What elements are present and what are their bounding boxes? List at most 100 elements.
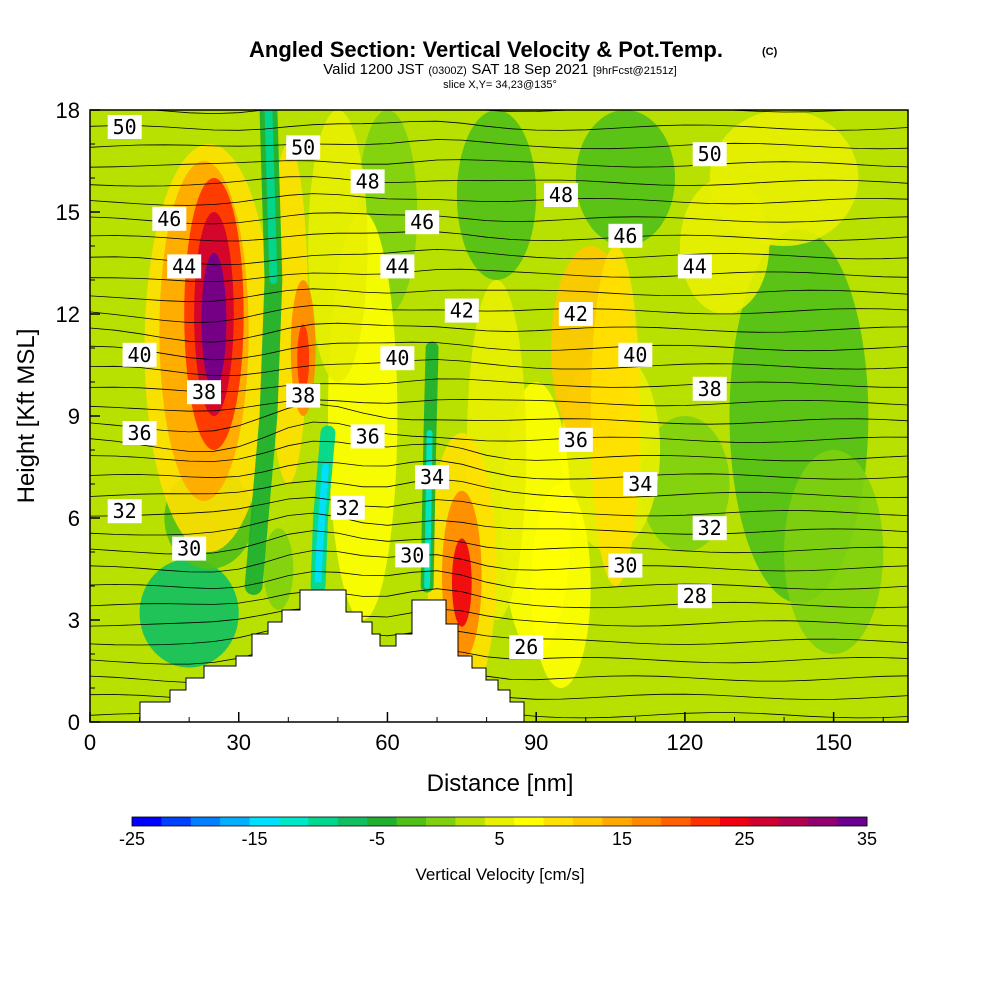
contour-label: 48 xyxy=(350,169,385,194)
velocity-region xyxy=(451,538,472,627)
colorbar-tick-label: 35 xyxy=(857,829,877,849)
velocity-region xyxy=(575,110,675,246)
contour-label: 30 xyxy=(395,543,430,568)
colorbar-frame xyxy=(131,816,868,827)
subtitle-zulu: (0300Z) xyxy=(428,65,467,77)
contour-label-text: 36 xyxy=(128,421,152,445)
contour-label-text: 46 xyxy=(613,224,637,248)
contour-label-text: 40 xyxy=(623,343,647,367)
contour-label: 48 xyxy=(543,183,578,207)
velocity-column xyxy=(314,463,329,583)
colorbar-tick-label: 5 xyxy=(494,829,504,849)
contour-label: 36 xyxy=(558,427,593,452)
contour-label-text: 30 xyxy=(613,554,637,578)
velocity-region xyxy=(456,110,537,280)
isentrope-line xyxy=(90,640,908,665)
contour-label-text: 32 xyxy=(113,499,137,523)
contour-label-text: 38 xyxy=(291,384,315,408)
isentrope-line xyxy=(90,623,908,646)
x-tick-label: 60 xyxy=(375,730,399,755)
contour-label-text: 38 xyxy=(192,380,216,404)
contour-label: 46 xyxy=(152,206,187,231)
velocity-region xyxy=(531,484,591,688)
colorbar-swatch xyxy=(396,817,427,826)
isentrope-line xyxy=(90,212,908,225)
contour-labels: 26 28 30 30 30 32 32 32 34 34 36 36 36 38 38 38 40 40 40 42… xyxy=(107,115,727,660)
colorbar-tick-label: -15 xyxy=(241,829,267,849)
isentrope-line xyxy=(90,288,908,303)
chart-title-suffix: (C) xyxy=(762,46,778,58)
colorbar-swatch xyxy=(837,817,868,826)
y-tick-label: 6 xyxy=(68,506,80,531)
colorbar-tick-label: 15 xyxy=(612,829,632,849)
colorbar-title: Vertical Velocity [cm/s] xyxy=(415,865,584,884)
contour-label-text: 44 xyxy=(683,254,707,278)
y-tick-label: 0 xyxy=(68,710,80,735)
contour-label-text: 40 xyxy=(385,346,409,370)
contour-label: 42 xyxy=(558,302,593,326)
contour-label-text: 42 xyxy=(450,299,474,323)
contour-label-text: 42 xyxy=(564,302,588,326)
contour-label: 30 xyxy=(608,553,643,578)
isentrope-line xyxy=(90,120,908,131)
contour-label-text: 46 xyxy=(410,210,434,234)
isentrope-line xyxy=(90,248,908,266)
contour-label: 38 xyxy=(187,380,222,405)
colorbar-swatch xyxy=(161,817,192,826)
isentrope-line xyxy=(90,588,908,609)
contour-label-text: 32 xyxy=(336,496,360,520)
colorbar-swatch xyxy=(220,817,251,826)
isentrope-line xyxy=(90,570,908,590)
x-tick-label: 30 xyxy=(226,730,250,755)
velocity-region xyxy=(139,558,239,668)
isentrope-line xyxy=(90,550,908,573)
x-tick-label: 0 xyxy=(84,730,96,755)
contour-label: 40 xyxy=(380,346,415,371)
colorbar-swatch xyxy=(690,817,721,826)
subtitle-forecast: [9hrFcst@2151z] xyxy=(593,65,677,77)
y-tick-label: 15 xyxy=(56,200,80,225)
colorbar-swatch xyxy=(661,817,692,826)
colorbar-swatch xyxy=(367,817,398,826)
contour-label-text: 50 xyxy=(113,115,137,139)
isentrope-line xyxy=(90,139,908,150)
contour-label-text: 50 xyxy=(698,142,722,166)
isentrope-line xyxy=(90,378,908,393)
y-axis: 0 3 6 9 12 15 18 xyxy=(56,98,100,735)
velocity-region xyxy=(784,450,884,654)
colorbar-swatch xyxy=(602,817,633,826)
contour-label: 40 xyxy=(618,342,653,367)
y-tick-label: 9 xyxy=(68,404,80,429)
subtitle-date: SAT 18 Sep 2021 xyxy=(471,61,588,78)
y-tick-label: 12 xyxy=(56,302,80,327)
contour-label-text: 28 xyxy=(683,584,707,608)
isentrope-line xyxy=(90,496,908,517)
isentrope-line xyxy=(148,110,856,115)
isentrope-line xyxy=(90,478,908,499)
contour-label-text: 48 xyxy=(356,169,380,193)
isentrope-line xyxy=(90,459,908,480)
isentrope-line xyxy=(90,440,908,462)
isentrope-line xyxy=(90,607,908,627)
isentrope-line xyxy=(90,398,908,412)
colorbar-tick-label: -5 xyxy=(369,829,385,849)
colorbar-tick-label: 25 xyxy=(734,829,754,849)
contour-label: 42 xyxy=(444,298,479,323)
isentrope-line xyxy=(90,512,908,536)
x-tick-label: 120 xyxy=(667,730,704,755)
contour-label-text: 40 xyxy=(128,343,152,367)
contour-label: 50 xyxy=(692,142,727,167)
contour-label: 26 xyxy=(509,635,544,660)
isentrope-line xyxy=(90,159,908,168)
contour-label-text: 48 xyxy=(549,183,573,207)
slice-label: slice X,Y= 34,23@135° xyxy=(443,79,557,91)
velocity-region xyxy=(297,324,310,393)
contour-label: 44 xyxy=(167,254,202,279)
colorbar-swatch xyxy=(249,817,280,826)
y-axis-label: Height [Kft MSL] xyxy=(13,329,40,504)
contour-label-text: 44 xyxy=(385,254,409,278)
colorbar-swatch xyxy=(132,817,162,826)
y-tick-label: 18 xyxy=(56,98,80,123)
isentrope-line xyxy=(90,403,908,433)
